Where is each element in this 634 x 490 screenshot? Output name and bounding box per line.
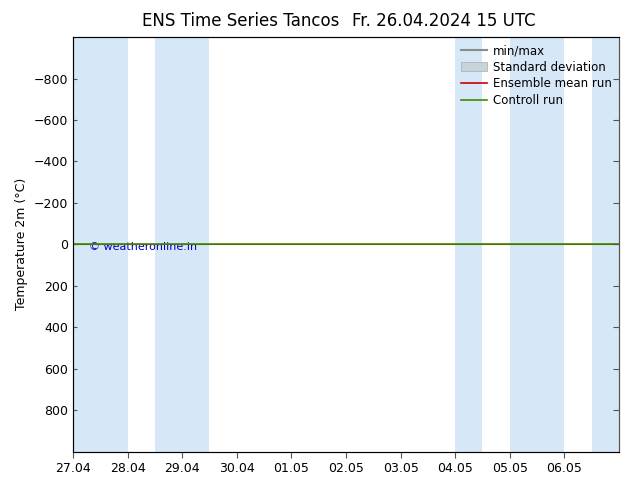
Bar xyxy=(510,37,564,452)
Bar xyxy=(73,37,127,452)
Text: Fr. 26.04.2024 15 UTC: Fr. 26.04.2024 15 UTC xyxy=(352,12,536,30)
Bar xyxy=(455,37,482,452)
Text: ENS Time Series Tancos: ENS Time Series Tancos xyxy=(142,12,340,30)
Bar xyxy=(592,37,619,452)
Legend: min/max, Standard deviation, Ensemble mean run, Controll run: min/max, Standard deviation, Ensemble me… xyxy=(456,39,617,112)
Bar xyxy=(155,37,209,452)
Text: © weatheronline.in: © weatheronline.in xyxy=(89,242,197,252)
Y-axis label: Temperature 2m (°C): Temperature 2m (°C) xyxy=(15,178,28,311)
